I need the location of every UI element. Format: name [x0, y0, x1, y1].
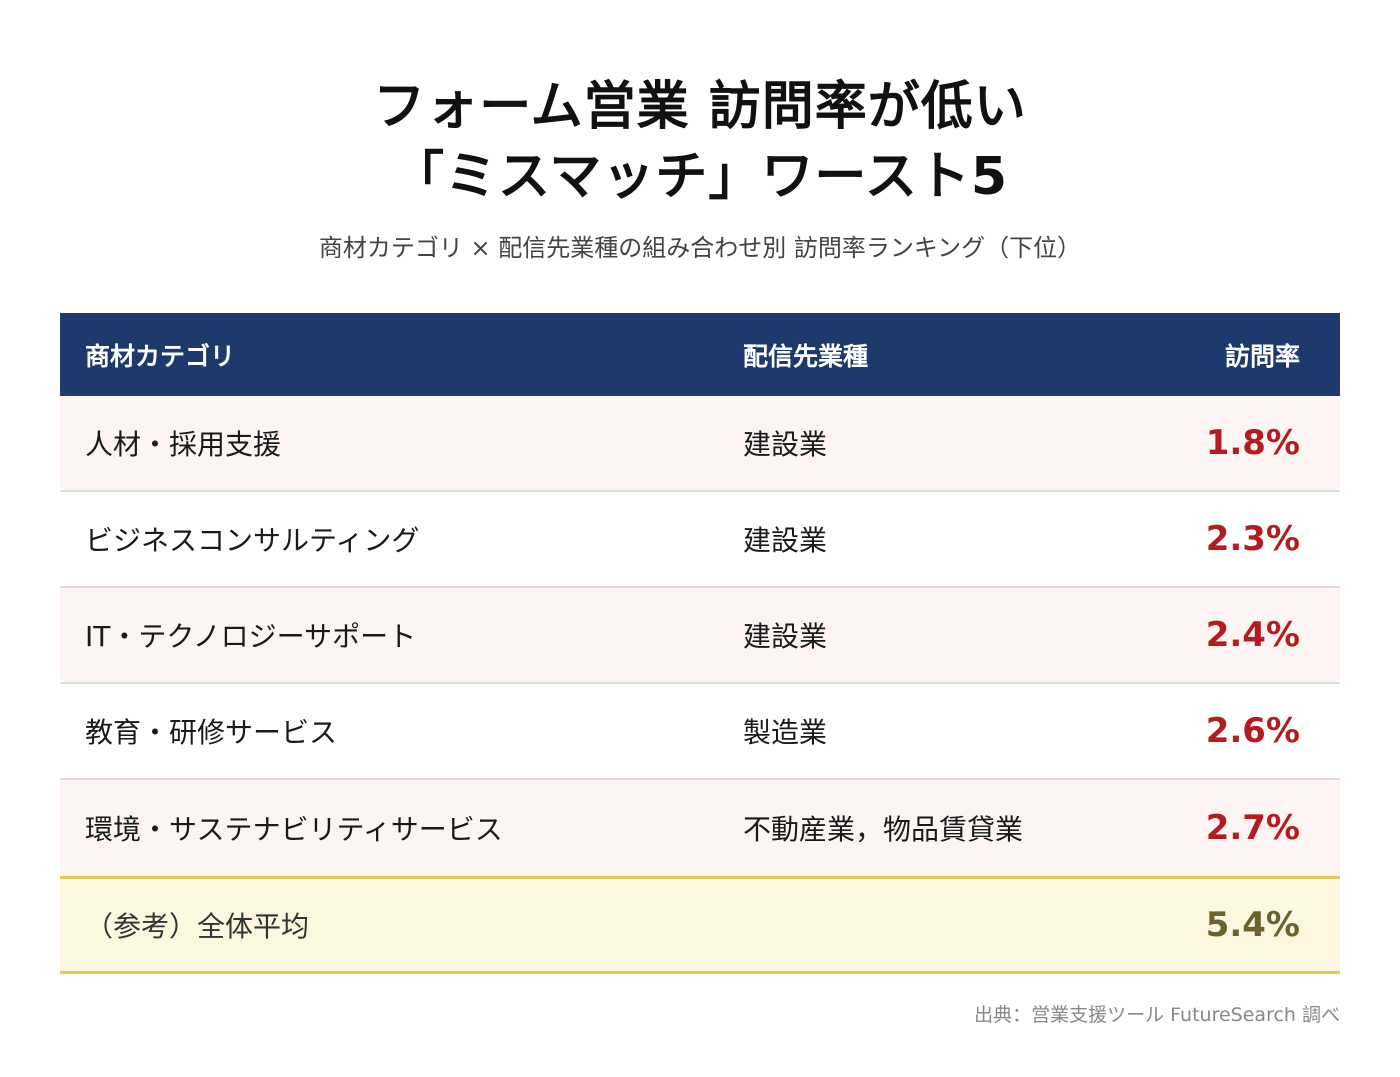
chart-subtitle: 商材カテゴリ × 配信先業種の組み合わせ別 訪問率ランキング（下位）: [318, 234, 1082, 262]
row-category: 人材・採用支援: [85, 428, 282, 461]
row-rate-cell: 2.7%: [1206, 780, 1300, 876]
table-row: 環境・サステナビリティサービス 不動産業，物品賃貸業 2.7%: [60, 780, 1340, 876]
table-header-row: 商材カテゴリ 配信先業種 訪問率: [60, 313, 1340, 396]
ranking-table: 商材カテゴリ 配信先業種 訪問率 人材・採用支援 建設業 1.8% ビジネスコン…: [60, 313, 1340, 974]
row-rate: 2.6%: [1205, 711, 1300, 751]
table-row: 教育・研修サービス 製造業 2.6%: [60, 684, 1340, 780]
row-rate: 2.7%: [1205, 808, 1300, 848]
average-row: （参考）全体平均 5.4%: [60, 876, 1340, 974]
row-rate: 2.4%: [1205, 615, 1300, 655]
header-industry: 配信先業種: [743, 341, 869, 371]
average-label: （参考）全体平均: [85, 910, 310, 943]
row-category: ビジネスコンサルティング: [85, 524, 420, 557]
row-category: IT・テクノロジーサポート: [85, 620, 417, 653]
row-rate-cell: 2.4%: [1206, 588, 1300, 682]
row-category: 環境・サステナビリティサービス: [85, 813, 503, 846]
title-line-1: フォーム営業 訪問率が低い: [373, 77, 1027, 137]
row-rate-cell: 2.3%: [1206, 492, 1300, 586]
row-category: 教育・研修サービス: [85, 716, 338, 749]
row-industry: 不動産業，物品賃貸業: [743, 813, 1024, 846]
table-row: ビジネスコンサルティング 建設業 2.3%: [60, 492, 1340, 588]
table-row: 人材・採用支援 建設業 1.8%: [60, 396, 1340, 492]
chart-title: フォーム営業 訪問率が低い 「ミスマッチ」ワースト5: [0, 72, 1400, 212]
average-rate: 5.4%: [1205, 905, 1300, 945]
header-category: 商材カテゴリ: [85, 341, 236, 371]
row-rate: 2.3%: [1205, 519, 1300, 559]
row-industry: 製造業: [743, 716, 828, 749]
header-rate: 訪問率: [1224, 341, 1300, 371]
title-line-2: 「ミスマッチ」ワースト5: [391, 147, 1009, 207]
row-industry: 建設業: [743, 620, 828, 653]
row-industry: 建設業: [743, 428, 828, 461]
table-row: IT・テクノロジーサポート 建設業 2.4%: [60, 588, 1340, 684]
row-rate-cell: 1.8%: [1206, 396, 1300, 490]
row-industry: 建設業: [743, 524, 828, 557]
row-rate: 1.8%: [1205, 423, 1300, 463]
average-rate-cell: 5.4%: [1206, 879, 1300, 971]
source-note: 出典：営業支援ツール FutureSearch 調べ: [974, 1004, 1340, 1026]
row-rate-cell: 2.6%: [1206, 684, 1300, 778]
